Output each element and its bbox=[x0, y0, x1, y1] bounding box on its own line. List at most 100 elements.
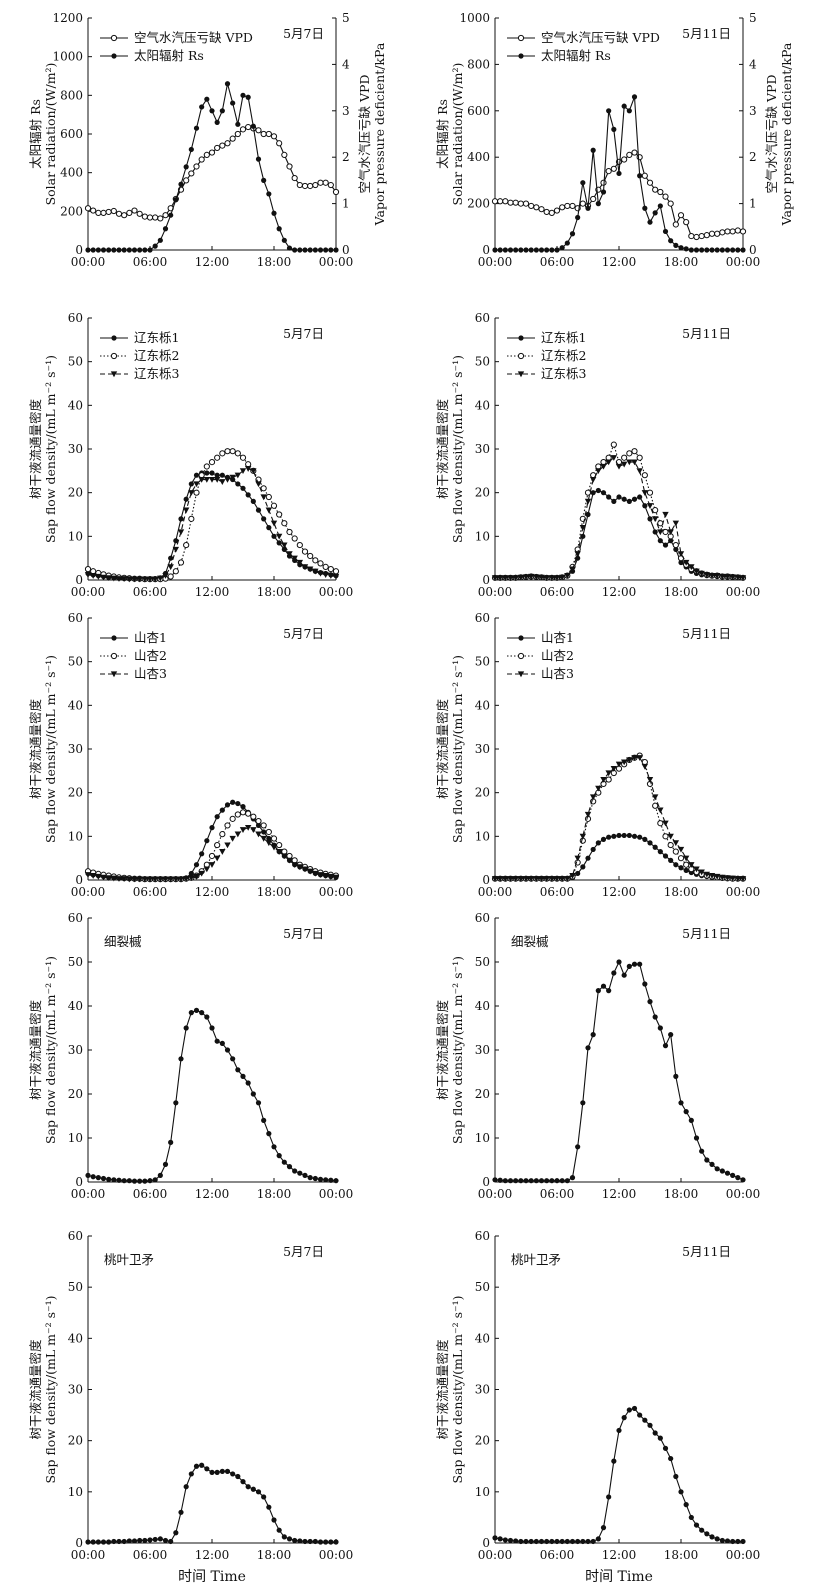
data-point bbox=[177, 876, 185, 883]
data-point bbox=[642, 503, 648, 509]
data-point bbox=[559, 245, 565, 251]
data-point bbox=[208, 459, 216, 466]
data-point bbox=[641, 490, 649, 496]
data-point bbox=[281, 853, 288, 860]
data-point bbox=[183, 177, 190, 184]
data-point bbox=[219, 450, 226, 457]
data-point bbox=[219, 108, 225, 114]
data-point bbox=[110, 875, 118, 882]
data-point bbox=[157, 575, 164, 582]
data-point bbox=[719, 874, 726, 881]
x-tick-label: 06:00 bbox=[133, 1187, 168, 1201]
data-point bbox=[265, 828, 272, 836]
y-axis-label-cn: 树干液流通量密度 bbox=[28, 699, 43, 800]
data-point bbox=[307, 247, 313, 253]
data-point bbox=[724, 228, 731, 235]
data-point bbox=[662, 542, 669, 548]
x-tick-label: 00:00 bbox=[71, 585, 106, 599]
data-point bbox=[611, 1458, 617, 1464]
data-point bbox=[333, 247, 339, 253]
data-point bbox=[739, 575, 747, 582]
legend: 山杏1 山杏2 山杏3 bbox=[100, 630, 167, 681]
x-tick-label: 12:00 bbox=[195, 1548, 230, 1562]
data-point bbox=[673, 1073, 679, 1079]
data-point bbox=[615, 463, 623, 470]
legend: 辽东栎1 辽东栎2 辽东栎3 bbox=[100, 330, 180, 381]
y-tick-label: 50 bbox=[68, 955, 83, 969]
data-point bbox=[611, 833, 617, 839]
data-point bbox=[724, 875, 731, 882]
data-point bbox=[507, 247, 514, 253]
y2-tick-label: 5 bbox=[749, 11, 757, 25]
data-point bbox=[255, 156, 262, 162]
data-point bbox=[589, 476, 597, 483]
data-point bbox=[327, 565, 334, 573]
data-point bbox=[291, 174, 298, 182]
data-point bbox=[193, 1007, 200, 1014]
legend-marker bbox=[517, 671, 525, 678]
data-point bbox=[255, 481, 262, 488]
data-point bbox=[496, 575, 504, 582]
x-tick-label: 18:00 bbox=[664, 1548, 699, 1562]
data-point bbox=[626, 459, 633, 466]
data-point bbox=[590, 1032, 596, 1038]
series-1 bbox=[492, 959, 746, 1184]
data-point bbox=[121, 1538, 127, 1545]
data-point bbox=[151, 576, 159, 583]
x-tick-label: 12:00 bbox=[602, 585, 637, 599]
data-point bbox=[126, 1538, 132, 1544]
data-point bbox=[90, 1539, 96, 1545]
data-point bbox=[260, 130, 267, 138]
data-point bbox=[523, 1178, 529, 1184]
data-point bbox=[667, 841, 674, 849]
data-point bbox=[157, 1536, 163, 1542]
data-point bbox=[590, 846, 596, 853]
data-point bbox=[271, 1517, 277, 1523]
data-point bbox=[245, 492, 251, 498]
y-tick-label: 1000 bbox=[459, 11, 490, 25]
data-point bbox=[641, 763, 649, 770]
data-point bbox=[245, 1080, 251, 1086]
y-tick-label: 50 bbox=[475, 955, 490, 969]
data-point bbox=[538, 1538, 545, 1545]
data-point bbox=[729, 875, 736, 882]
x-tick-label: 00:00 bbox=[726, 585, 761, 599]
data-point bbox=[95, 1175, 101, 1181]
series-3 bbox=[84, 466, 340, 583]
y-tick-label: 0 bbox=[75, 243, 83, 257]
data-point bbox=[585, 1045, 591, 1051]
data-point bbox=[193, 873, 200, 880]
data-point bbox=[276, 1527, 282, 1533]
data-point bbox=[203, 476, 211, 483]
data-point bbox=[636, 755, 643, 761]
data-point bbox=[203, 463, 210, 470]
data-point bbox=[549, 247, 555, 253]
data-point bbox=[157, 215, 164, 222]
data-point bbox=[678, 1489, 684, 1495]
data-point bbox=[234, 130, 241, 138]
data-point bbox=[528, 202, 535, 210]
data-point bbox=[291, 535, 298, 542]
series-line bbox=[495, 489, 743, 579]
data-point bbox=[136, 576, 143, 583]
y-tick-label: 50 bbox=[475, 655, 490, 669]
data-point bbox=[162, 876, 169, 883]
data-point bbox=[214, 144, 221, 152]
data-point bbox=[323, 1177, 329, 1183]
data-point bbox=[543, 876, 550, 882]
data-point bbox=[230, 1056, 236, 1062]
data-point bbox=[678, 245, 684, 251]
x-tick-label: 00:00 bbox=[478, 1548, 513, 1562]
legend-label: 辽东栎3 bbox=[541, 366, 587, 381]
x-tick-label: 00:00 bbox=[71, 885, 106, 899]
data-point bbox=[657, 529, 664, 536]
y-axis-label-en: Sap flow density/(mL m⁻² s⁻¹) bbox=[43, 1295, 58, 1483]
x-tick-label: 18:00 bbox=[664, 885, 699, 899]
data-point bbox=[306, 566, 314, 573]
series-1 bbox=[84, 123, 340, 222]
data-point bbox=[312, 1175, 318, 1182]
data-point bbox=[615, 761, 623, 768]
data-point bbox=[173, 197, 179, 203]
data-point bbox=[177, 529, 185, 536]
data-point bbox=[188, 1471, 194, 1477]
